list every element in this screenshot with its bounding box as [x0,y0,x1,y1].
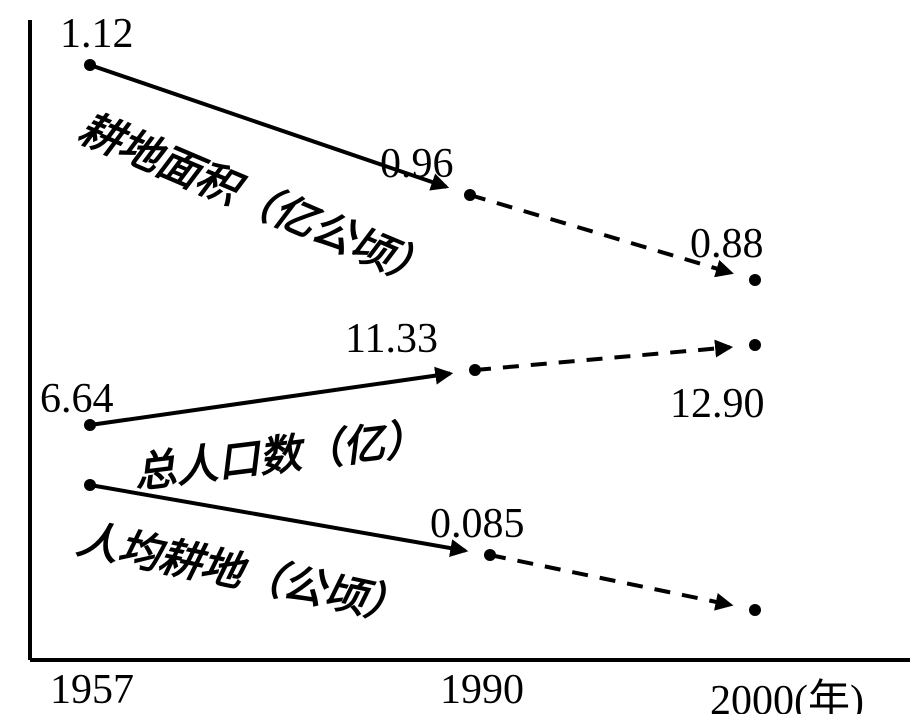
per_capita-value: 0.085 [430,500,525,548]
cultivated_area-point [84,59,96,71]
per_capita-segment [490,555,731,605]
x-axis-year-label: 1990 [440,666,524,714]
x-axis-year-label: 1957 [50,666,134,714]
population-value: 11.33 [345,315,438,363]
population-value: 12.90 [670,380,765,428]
population-value: 6.64 [40,375,114,423]
cultivated_area-value: 0.96 [380,140,454,188]
population-segment [475,347,730,370]
population-point [469,364,481,376]
per_capita-point [484,549,496,561]
cultivated_area-value: 1.12 [60,10,134,58]
x-axis-year-label: 2000(年) [710,666,864,714]
chart-container: 1.120.960.88耕地面积（亿公顷）6.6411.3312.90总人口数（… [0,0,921,714]
population-point [749,339,761,351]
cultivated_area-point [464,189,476,201]
chart-svg [0,0,921,714]
cultivated_area-value: 0.88 [690,220,764,268]
per_capita-point [84,479,96,491]
per_capita-point [749,604,761,616]
cultivated_area-point [749,274,761,286]
